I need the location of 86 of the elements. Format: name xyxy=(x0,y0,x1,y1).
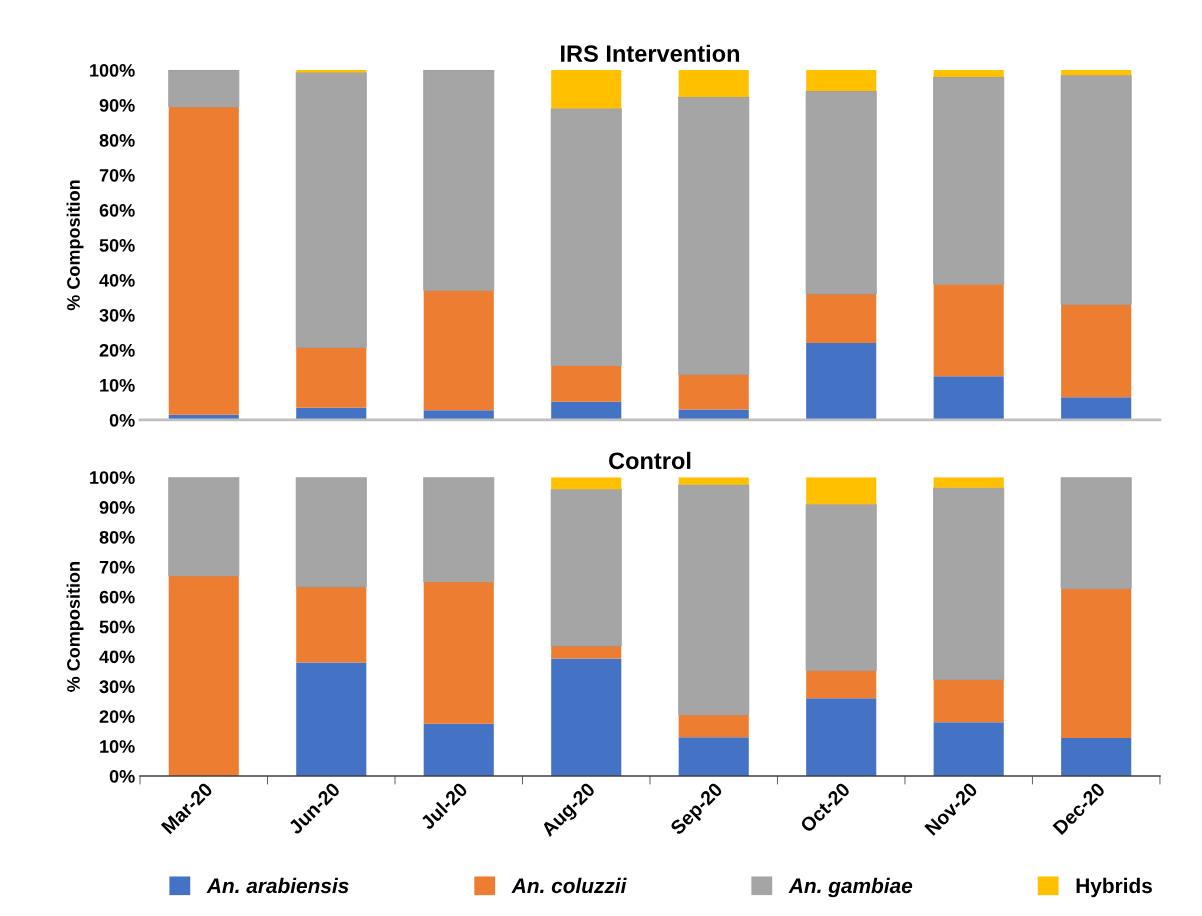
bar xyxy=(295,477,367,588)
legend-label: An. coluzzii xyxy=(511,877,627,894)
bar xyxy=(678,70,749,98)
bar xyxy=(933,487,1005,680)
bar xyxy=(1061,397,1132,420)
legend-label: Hybrids xyxy=(1076,877,1152,898)
bar xyxy=(423,723,494,777)
bar xyxy=(551,658,622,777)
bar xyxy=(551,401,622,420)
y-tick-label: 10% xyxy=(100,378,135,392)
bar xyxy=(678,477,749,485)
y-axis-title: % Composition xyxy=(66,180,84,311)
y-tick-label: 50% xyxy=(99,238,135,252)
y-tick-label: 0% xyxy=(109,769,135,783)
y-tick-label: 40% xyxy=(99,273,135,287)
chart-title: IRS Intervention xyxy=(561,44,740,62)
y-tick-label: 80% xyxy=(99,530,135,544)
bar xyxy=(550,108,622,366)
bar xyxy=(678,737,749,777)
bar xyxy=(296,586,367,663)
y-tick-label: 90% xyxy=(99,501,135,514)
y-tick-label: 40% xyxy=(99,650,135,664)
y-tick-label: 70% xyxy=(99,168,135,182)
bar xyxy=(805,90,877,295)
bar xyxy=(551,365,622,402)
bar xyxy=(933,477,1004,488)
y-tick-label: 30% xyxy=(99,308,135,322)
legend-label: An. arabiensis xyxy=(206,877,349,894)
bar xyxy=(806,343,877,420)
bar xyxy=(678,409,749,420)
bar xyxy=(806,70,877,92)
bar xyxy=(168,70,240,108)
bar xyxy=(168,575,239,777)
bar xyxy=(678,374,749,410)
bar xyxy=(1061,70,1132,76)
bar xyxy=(295,72,367,348)
bar xyxy=(678,96,750,375)
y-tick-label: 10% xyxy=(100,740,135,753)
bar xyxy=(933,722,1004,777)
y-tick-label: 50% xyxy=(99,620,135,634)
bar xyxy=(805,503,877,671)
bar xyxy=(1061,304,1132,398)
y-tick-label: 70% xyxy=(99,560,135,574)
bar xyxy=(933,376,1004,420)
bar xyxy=(296,347,367,408)
bar xyxy=(933,284,1004,377)
bar xyxy=(296,662,367,777)
y-tick-label: 60% xyxy=(99,203,135,217)
bar xyxy=(806,477,877,505)
bar xyxy=(806,294,877,344)
bar xyxy=(551,477,622,490)
chart-title: Control xyxy=(608,451,691,470)
bar xyxy=(168,477,240,577)
bar xyxy=(1061,588,1132,739)
bar xyxy=(933,679,1004,723)
bar xyxy=(933,70,1004,78)
bar xyxy=(168,106,239,415)
bar xyxy=(550,488,622,647)
bar xyxy=(551,646,622,659)
y-tick-label: 0% xyxy=(109,413,135,427)
bar xyxy=(678,714,749,738)
bar xyxy=(1061,738,1132,777)
y-tick-label: 90% xyxy=(99,99,135,112)
bar xyxy=(296,407,367,420)
bar xyxy=(806,670,877,699)
bar xyxy=(551,70,622,109)
bar xyxy=(1060,477,1132,590)
y-tick-label: 20% xyxy=(99,710,135,723)
bar xyxy=(423,290,494,411)
legend-label: An. gambiae xyxy=(788,877,913,898)
bar xyxy=(806,698,877,777)
y-tick-label: 20% xyxy=(99,343,135,357)
bar xyxy=(933,76,1005,285)
y-tick-label: 100% xyxy=(90,471,135,484)
bar xyxy=(296,70,367,73)
y-tick-label: 60% xyxy=(99,590,135,604)
bar xyxy=(678,484,750,716)
bar xyxy=(423,70,495,291)
bar xyxy=(1060,74,1132,305)
bar xyxy=(423,581,494,724)
bar xyxy=(423,410,494,420)
y-tick-label: 30% xyxy=(99,680,135,694)
y-tick-label: 100% xyxy=(90,64,135,77)
y-tick-label: 80% xyxy=(99,133,135,147)
y-axis-title: % Composition xyxy=(66,562,84,692)
bar xyxy=(423,477,495,583)
